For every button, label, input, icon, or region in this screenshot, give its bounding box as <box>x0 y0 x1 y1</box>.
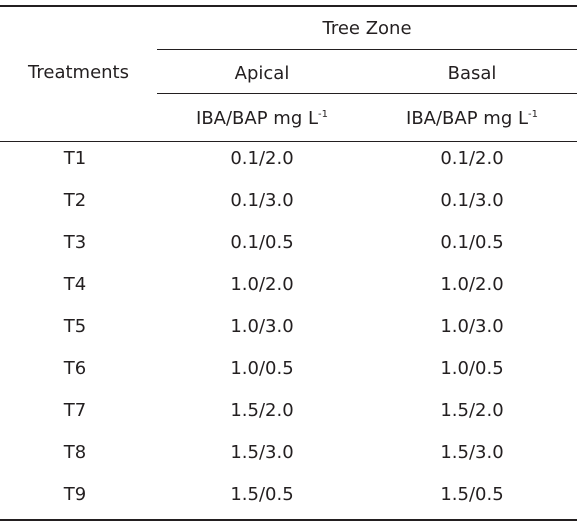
treatment-cell: T2 <box>63 190 87 211</box>
treatment-cell: T1 <box>63 148 87 169</box>
apical-cell: 1.0/2.0 <box>230 274 294 295</box>
treatment-cell: T8 <box>63 442 87 463</box>
apical-cell: 1.5/2.0 <box>230 400 294 421</box>
table-row: T9 1.5/0.5 1.5/0.5 <box>0 477 577 519</box>
apical-cell: 0.1/2.0 <box>230 148 294 169</box>
treatment-cell: T5 <box>63 316 87 337</box>
apical-cell: 1.0/0.5 <box>230 358 294 379</box>
table-body: T1 0.1/2.0 0.1/2.0 T2 0.1/3.0 0.1/3.0 T3 0.1/0.… <box>0 141 577 519</box>
treatment-cell: T7 <box>63 400 87 421</box>
basal-cell: 1.5/2.0 <box>440 400 504 421</box>
table-row: T3 0.1/0.5 0.1/0.5 <box>0 225 577 267</box>
apical-cell: 1.5/0.5 <box>230 484 294 505</box>
basal-cell: 1.0/3.0 <box>440 316 504 337</box>
apical-cell: 1.0/3.0 <box>230 316 294 337</box>
table-row: T8 1.5/3.0 1.5/3.0 <box>0 435 577 477</box>
basal-cell: 1.0/0.5 <box>440 358 504 379</box>
unit-label: IBA/BAP mg L <box>196 108 318 129</box>
table-row: T5 1.0/3.0 1.0/3.0 <box>0 309 577 351</box>
unit-header-apical: IBA/BAP mg L-1 <box>157 108 367 130</box>
tree-zone-rule <box>157 49 577 50</box>
basal-cell: 0.1/2.0 <box>440 148 504 169</box>
treatment-cell: T9 <box>63 484 87 505</box>
column-header-basal: Basal <box>447 63 497 84</box>
basal-cell: 1.0/2.0 <box>440 274 504 295</box>
treatment-cell: T3 <box>63 232 87 253</box>
column-header-apical: Apical <box>234 63 290 84</box>
column-header-tree-zone: Tree Zone <box>322 18 412 39</box>
basal-cell: 1.5/0.5 <box>440 484 504 505</box>
table-row: T1 0.1/2.0 0.1/2.0 <box>0 141 577 183</box>
zone-subheader-rule <box>157 93 577 94</box>
header-bottom-rule <box>0 141 577 142</box>
column-header-treatments: Treatments <box>28 62 129 83</box>
treatment-cell: T6 <box>63 358 87 379</box>
table-row: T7 1.5/2.0 1.5/2.0 <box>0 393 577 435</box>
unit-label: IBA/BAP mg L <box>406 108 528 129</box>
apical-cell: 0.1/0.5 <box>230 232 294 253</box>
unit-exponent: -1 <box>528 109 538 120</box>
basal-cell: 1.5/3.0 <box>440 442 504 463</box>
apical-cell: 1.5/3.0 <box>230 442 294 463</box>
basal-cell: 0.1/3.0 <box>440 190 504 211</box>
unit-exponent: -1 <box>318 109 328 120</box>
unit-header-basal: IBA/BAP mg L-1 <box>367 108 577 130</box>
apical-cell: 0.1/3.0 <box>230 190 294 211</box>
table-row: T2 0.1/3.0 0.1/3.0 <box>0 183 577 225</box>
table-bottom-rule <box>0 519 577 521</box>
treatment-cell: T4 <box>63 274 87 295</box>
table-top-rule <box>0 5 577 7</box>
table-row: T6 1.0/0.5 1.0/0.5 <box>0 351 577 393</box>
table-row: T4 1.0/2.0 1.0/2.0 <box>0 267 577 309</box>
basal-cell: 0.1/0.5 <box>440 232 504 253</box>
